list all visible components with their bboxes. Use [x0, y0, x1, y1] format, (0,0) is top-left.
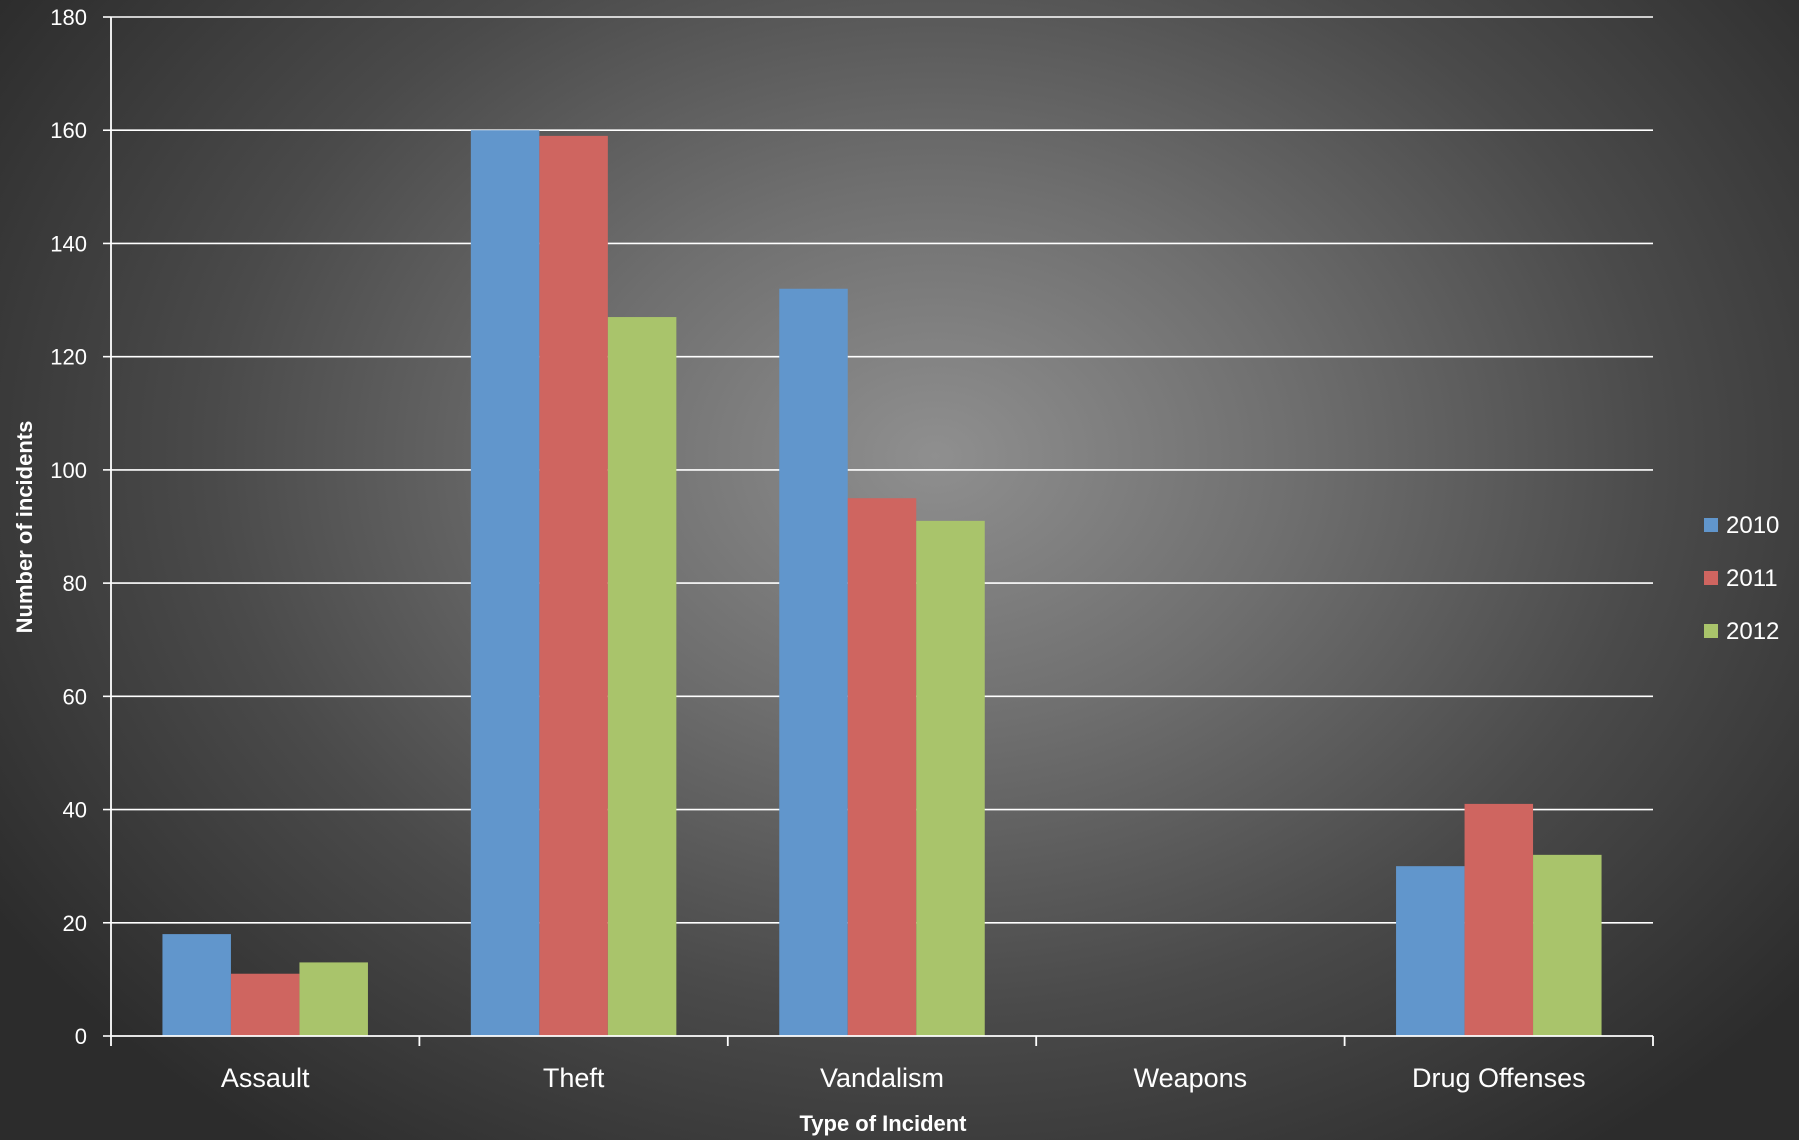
bar-drug-offenses-2010 — [1396, 866, 1465, 1036]
bar-assault-2012 — [299, 962, 368, 1036]
bars — [162, 130, 1602, 1037]
x-tick-label: Weapons — [1134, 1063, 1248, 1093]
y-tick-label: 120 — [50, 345, 87, 370]
y-tick-label: 20 — [63, 911, 87, 936]
x-tick-label: Vandalism — [820, 1063, 944, 1093]
bar-vandalism-2010 — [779, 288, 848, 1036]
bar-theft-2012 — [607, 317, 677, 1036]
y-tick-label: 180 — [50, 5, 87, 30]
y-tick-labels: 0 20 40 60 80 100 120 140 160 180 — [50, 5, 87, 1049]
y-tick-label: 40 — [63, 798, 87, 823]
legend-label-2011: 2011 — [1726, 565, 1778, 592]
axes — [103, 16, 1654, 1046]
y-tick-label: 100 — [50, 458, 87, 483]
legend-label-2010: 2010 — [1726, 512, 1779, 539]
y-tick-label: 80 — [63, 571, 87, 596]
legend-swatch-2010 — [1704, 518, 1718, 532]
y-tick-label: 60 — [63, 684, 87, 709]
bar-vandalism-2011 — [847, 498, 917, 1036]
x-tick-label: Drug Offenses — [1412, 1063, 1586, 1093]
legend-swatch-2012 — [1704, 624, 1718, 638]
legend-swatch-2011 — [1704, 571, 1718, 585]
bar-theft-2011 — [539, 135, 608, 1037]
x-axis-title: Type of Incident — [799, 1111, 967, 1136]
y-tick-label: 0 — [75, 1024, 87, 1049]
bar-drug-offenses-2011 — [1464, 803, 1534, 1036]
bar-vandalism-2012 — [916, 520, 985, 1036]
x-tick-label: Theft — [543, 1063, 605, 1093]
gridlines — [111, 16, 1653, 924]
legend-label-2012: 2012 — [1726, 618, 1779, 645]
y-axis-title: Number of incidents — [12, 421, 37, 634]
legend: 2010 2011 2012 — [1704, 512, 1779, 645]
x-tick-label: Assault — [221, 1063, 310, 1093]
bar-assault-2010 — [162, 934, 231, 1036]
bar-theft-2010 — [470, 130, 540, 1036]
y-tick-label: 140 — [50, 231, 87, 256]
bar-drug-offenses-2012 — [1533, 854, 1602, 1036]
y-tick-label: 160 — [50, 118, 87, 143]
bar-assault-2011 — [230, 973, 300, 1036]
x-tick-labels: Assault Theft Vandalism Weapons Drug Offense… — [221, 1063, 1586, 1093]
